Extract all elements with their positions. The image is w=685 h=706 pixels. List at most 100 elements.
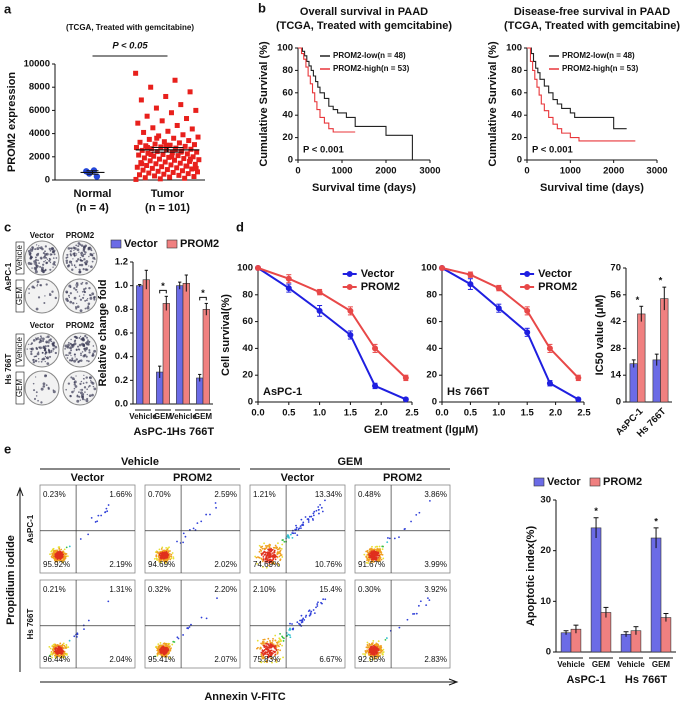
- event-dot: [266, 559, 269, 562]
- event-dot: [58, 549, 61, 551]
- colony-dot: [82, 336, 85, 340]
- x-tick-label: 0.5: [464, 408, 478, 419]
- colony-dot: [83, 345, 86, 348]
- colony-dot: [87, 360, 90, 363]
- colony-dot: [42, 269, 46, 273]
- event-dot: [289, 634, 291, 637]
- event-dot: [55, 651, 57, 654]
- event-dot: [281, 539, 284, 542]
- data-point: [180, 132, 186, 138]
- data-point: [158, 144, 164, 150]
- data-point: [163, 93, 169, 99]
- colony-dot: [86, 306, 90, 310]
- event-dot: [64, 653, 67, 656]
- event-dot: [254, 555, 257, 558]
- event-dot: [375, 554, 378, 557]
- cell-line-label: Hs 766T: [4, 354, 13, 385]
- event-dot: [87, 533, 90, 536]
- event-dot: [370, 558, 373, 561]
- error-bar: [663, 612, 669, 622]
- event-dot: [367, 555, 370, 558]
- event-dot: [205, 513, 208, 516]
- colony-dot: [93, 387, 97, 391]
- event-dot: [377, 640, 380, 643]
- event-dot: [387, 537, 389, 539]
- data-point: [138, 97, 144, 103]
- bar: [182, 282, 190, 405]
- data-point: [439, 265, 445, 271]
- colony-dot: [52, 341, 56, 344]
- y-tick-label: 0.2: [115, 375, 128, 386]
- event-dot: [317, 506, 320, 508]
- quadrant-value: 94.69%: [148, 560, 175, 569]
- event-dot: [429, 499, 431, 502]
- event-dot: [377, 653, 380, 655]
- data-point: [165, 128, 171, 134]
- data-point: [372, 345, 379, 352]
- colony-dot: [70, 354, 72, 357]
- event-dot: [281, 644, 283, 647]
- error-bar: [563, 630, 569, 635]
- colony-dot: [31, 267, 33, 269]
- x-tick-label: 2000: [375, 166, 396, 177]
- colony-dot: [73, 353, 76, 356]
- colony-dot: [34, 270, 38, 274]
- event-dot: [368, 557, 371, 560]
- colony-dot: [35, 264, 38, 267]
- colony-dot: [30, 352, 33, 356]
- significance-label: *: [636, 295, 640, 306]
- x-tick-label: 2.5: [577, 408, 591, 419]
- error-bar: [144, 269, 148, 290]
- event-dot: [301, 523, 304, 526]
- data-point: [174, 122, 180, 128]
- colony-dot: [83, 250, 86, 253]
- colony-dot: [55, 257, 58, 259]
- event-dot: [73, 635, 76, 638]
- event-dot: [377, 648, 380, 651]
- data-point: [194, 169, 200, 175]
- event-dot: [162, 647, 165, 650]
- event-dot: [65, 553, 68, 555]
- event-dot: [319, 503, 322, 506]
- colony-dot: [51, 290, 54, 293]
- data-point: [153, 105, 159, 111]
- x-tick-label: GEM: [652, 660, 671, 669]
- event-dot: [371, 551, 374, 554]
- x-tick-label: GEM: [194, 412, 213, 421]
- event-dot: [161, 653, 163, 656]
- colony-dot: [85, 399, 89, 403]
- colony-dot: [85, 342, 89, 346]
- colony-dot: [70, 359, 73, 362]
- event-dot: [264, 553, 266, 556]
- colony-dot: [50, 247, 54, 251]
- colony-dot: [86, 393, 88, 396]
- data-point: [174, 165, 180, 171]
- event-dot: [386, 541, 389, 544]
- event-dot: [200, 616, 203, 619]
- event-dot: [282, 640, 285, 642]
- colony-dot: [86, 341, 88, 343]
- y-tick-label: 0: [45, 175, 50, 186]
- event-dot: [182, 541, 185, 544]
- data-point: [159, 164, 165, 170]
- event-dot: [165, 549, 168, 552]
- event-dot: [159, 648, 162, 651]
- colony-dot: [44, 245, 47, 248]
- colony-dot: [86, 359, 88, 362]
- event-dot: [371, 554, 373, 557]
- event-dot: [260, 546, 262, 548]
- event-dot: [300, 527, 302, 530]
- data-point: [372, 382, 379, 389]
- event-dot: [55, 647, 58, 649]
- colony-dot: [68, 296, 71, 299]
- colony-dot: [42, 252, 45, 255]
- quadrant-value: 2.20%: [214, 585, 237, 594]
- colony-dot: [40, 360, 43, 363]
- legend-label: PROM2: [361, 281, 400, 293]
- event-dot: [376, 650, 378, 653]
- event-dot: [366, 557, 369, 560]
- colony-dot: [74, 339, 77, 342]
- colony-dot: [70, 376, 73, 379]
- event-dot: [372, 658, 375, 661]
- bar: [590, 527, 602, 653]
